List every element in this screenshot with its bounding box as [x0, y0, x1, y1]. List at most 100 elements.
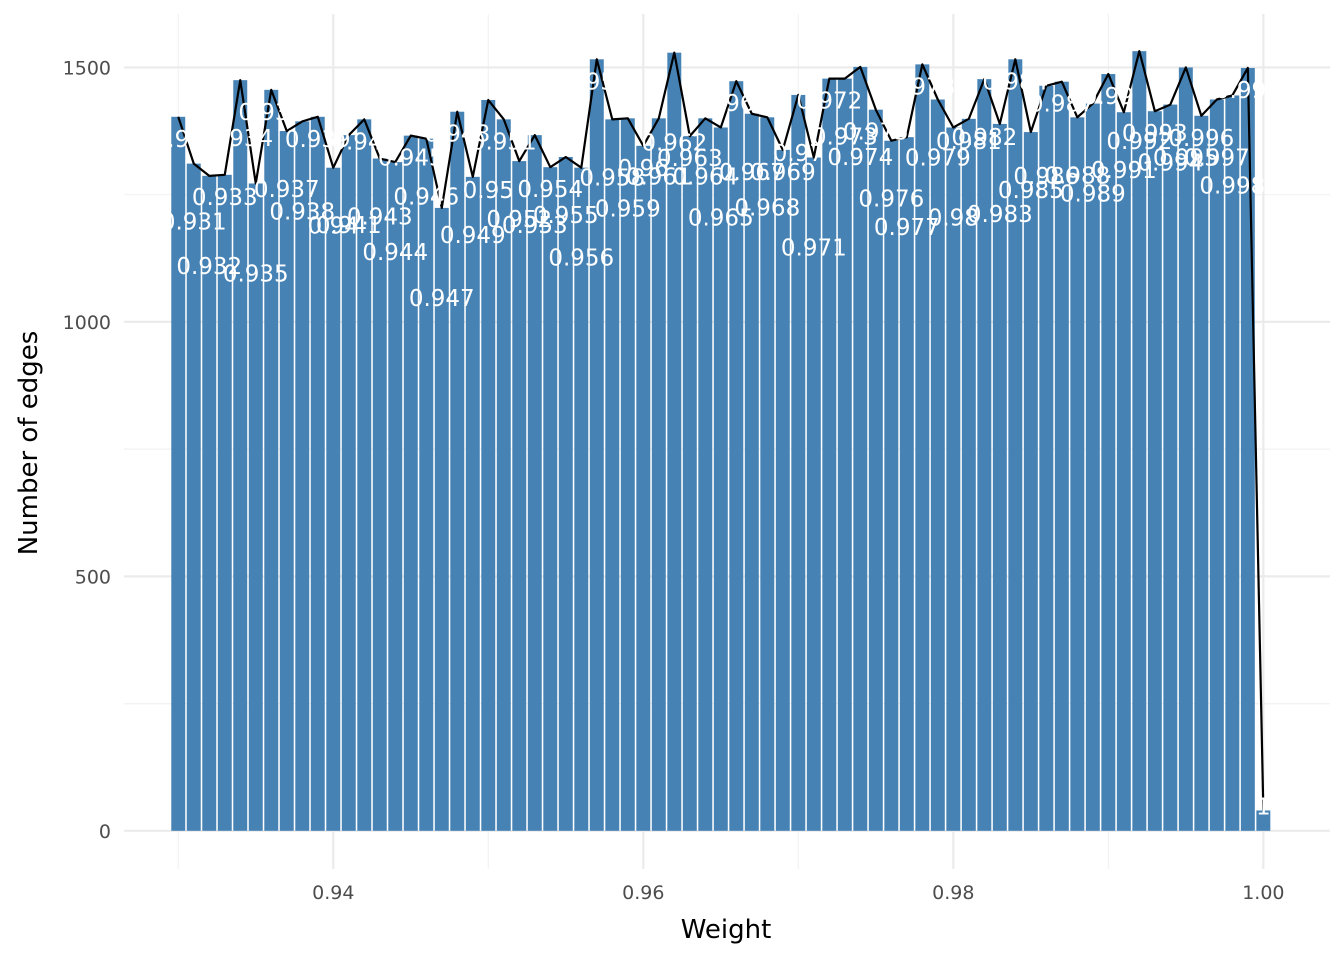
bar-label: 0.98: [928, 205, 979, 231]
bar-label: 0.953: [502, 213, 568, 239]
bar: [310, 116, 325, 831]
bar: [837, 78, 852, 831]
bar-label: 0.973: [812, 125, 878, 151]
bar-label: 0.956: [548, 246, 614, 272]
bar: [744, 113, 759, 831]
bar-label: 0.932: [176, 254, 242, 280]
bar-label: 0.94: [308, 214, 359, 240]
bar-label: 0.966: [703, 91, 769, 117]
x-axis-title: Weight: [681, 915, 772, 945]
x-tick-label: 1.00: [1242, 882, 1284, 904]
bar-label: 0.983: [967, 202, 1033, 228]
bar: [884, 140, 899, 831]
bar: [186, 163, 201, 831]
bar-label: 0.982: [951, 125, 1017, 151]
bar: [1039, 85, 1054, 831]
bar-label: 0.934: [207, 126, 273, 152]
bar: [775, 149, 790, 831]
bar-label: 0.951: [471, 129, 537, 155]
bar: [264, 89, 279, 831]
bar-label: 0.989: [1060, 182, 1126, 208]
bar: [1008, 59, 1023, 831]
bar: [1147, 111, 1162, 831]
bar-label: 0.941: [316, 213, 382, 239]
bar-label: 0.935: [223, 261, 289, 287]
bar: [620, 118, 635, 831]
bar-label: 0.954: [517, 177, 583, 203]
bar-label: 0.974: [827, 145, 893, 171]
bar-label: 0.939: [285, 127, 351, 153]
bar-label: 0.993: [1122, 121, 1188, 147]
bar: [1023, 132, 1038, 831]
x-axis-ticks: 0.94 0.96 0.98 1.00: [312, 882, 1284, 904]
x-tick-label: 0.98: [932, 882, 974, 904]
bar-label: 0.96: [618, 156, 669, 182]
bar-label: 0.943: [347, 205, 413, 231]
y-axis-ticks: 0 500 1000 1500: [63, 57, 111, 842]
bar-label: 0.961: [626, 164, 692, 190]
bar-label: 0.985: [998, 178, 1064, 204]
bar: [450, 111, 465, 831]
bar: [512, 161, 527, 831]
bar: [357, 119, 372, 831]
bar: [589, 59, 604, 831]
bar: [1132, 51, 1147, 831]
bar-labels: 0.930.9310.9320.9330.9340.9350.9360.9370…: [153, 69, 1281, 820]
bar: [682, 136, 697, 831]
x-tick-label: 0.94: [312, 882, 354, 904]
bar: [233, 80, 248, 831]
bar-label: 0.963: [657, 146, 723, 172]
bar: [1101, 74, 1116, 831]
bar-label: 0.988: [1044, 163, 1110, 189]
bar: [248, 183, 263, 831]
bar: [946, 127, 961, 831]
bar: [1085, 103, 1100, 831]
bar: [1163, 104, 1178, 831]
bar: [713, 127, 728, 831]
bar-label: 0.999: [1215, 78, 1281, 104]
bar-label: 0.971: [781, 236, 847, 262]
bar-label: 0.968: [734, 195, 800, 221]
bar-label: 0.95: [463, 178, 514, 204]
bar-label: 0.967: [719, 160, 785, 186]
bar: [202, 175, 217, 831]
bar: [915, 64, 930, 831]
bar: [279, 131, 294, 831]
bar: [1116, 112, 1131, 831]
bar-label: 0.965: [688, 205, 754, 231]
y-tick-label: 500: [75, 566, 111, 588]
bar: [667, 52, 682, 831]
bar: [791, 94, 806, 831]
bar: [341, 135, 356, 831]
bar: [326, 167, 341, 831]
bar-label: 0.998: [1199, 173, 1265, 199]
bar-label: 0.987: [1029, 92, 1095, 118]
bar: [868, 109, 883, 831]
bar-label: 0.984: [982, 69, 1048, 95]
bar: [481, 100, 496, 831]
bar-label: 0.959: [595, 196, 661, 222]
bar-label: 0.947: [409, 286, 475, 312]
bar: [403, 135, 418, 831]
bar: [171, 116, 186, 831]
bar-label: 0.997: [1184, 146, 1250, 172]
bar-label: 0.933: [192, 185, 258, 211]
bar: [930, 99, 945, 831]
bar: [1256, 810, 1271, 831]
bar-label: 0.978: [889, 74, 955, 100]
bar: [992, 123, 1007, 831]
bar: [961, 118, 976, 831]
bar-label: 0.931: [161, 210, 227, 236]
bar: [760, 117, 775, 831]
bar-label: 0.992: [1106, 129, 1172, 155]
bar: [977, 79, 992, 831]
bar: [605, 119, 620, 831]
bar: [1194, 115, 1209, 831]
bar: [217, 174, 232, 831]
bar: [822, 78, 837, 831]
bar-label: 0.976: [858, 187, 924, 213]
bar-label: 0.945: [378, 146, 444, 172]
bar-label: 0.994: [1137, 151, 1203, 177]
bar: [543, 167, 558, 831]
bar: [527, 135, 542, 831]
